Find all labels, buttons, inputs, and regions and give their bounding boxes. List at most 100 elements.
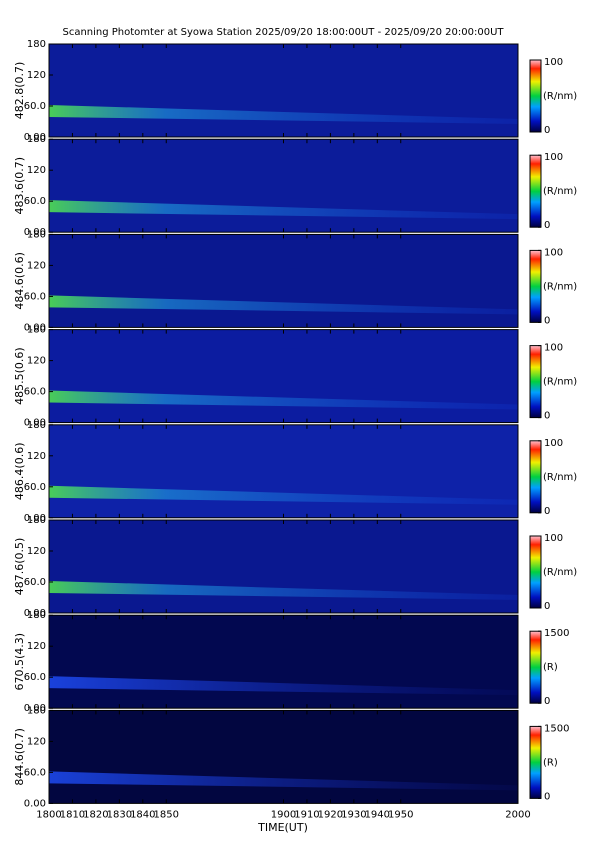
- emission-band: [49, 295, 518, 315]
- y-axis-label: 486.4(0.6): [13, 443, 26, 501]
- heatmap-image: [49, 234, 518, 328]
- colorbar-label: (R/nm): [543, 472, 577, 483]
- y-tick-label: 180: [27, 325, 46, 336]
- x-tick-label: 1830: [107, 809, 132, 820]
- x-tick-label: 1950: [388, 809, 413, 820]
- colorbar: [529, 59, 542, 133]
- y-tick-label: 60.0: [24, 482, 46, 493]
- emission-band: [49, 485, 518, 505]
- heatmap-image: [49, 329, 518, 423]
- colorbar: [529, 154, 542, 228]
- x-tick-label: 1900: [271, 809, 296, 820]
- colorbar-tick-label: 0: [544, 791, 550, 802]
- emission-band: [49, 580, 518, 600]
- y-tick-label: 180: [27, 420, 46, 431]
- colorbar-label: (R): [543, 662, 558, 673]
- heatmap-image: [49, 424, 518, 518]
- x-tick-label: 1940: [365, 809, 390, 820]
- colorbar-tick-label: 100: [544, 247, 563, 258]
- y-tick-label: 180: [27, 610, 46, 621]
- y-tick-label: 60.0: [24, 767, 46, 778]
- emission-band: [49, 200, 518, 220]
- y-axis-label: 670.5(4.3): [13, 633, 26, 691]
- y-tick-label: 60.0: [24, 577, 46, 588]
- y-tick-label: 0.00: [24, 608, 46, 619]
- colorbar: [529, 345, 542, 419]
- y-axis-label: 487.6(0.5): [13, 538, 26, 596]
- emission-band: [49, 676, 518, 696]
- y-tick-label: 0.00: [24, 418, 46, 429]
- colorbar-label: (R): [543, 757, 558, 768]
- colorbar-tick-label: 0: [544, 601, 550, 612]
- y-tick-label: 180: [27, 229, 46, 240]
- y-tick-label: 0.00: [24, 798, 46, 809]
- x-tick-label: 1820: [83, 809, 108, 820]
- y-axis-label: 844.6(0.7): [13, 728, 26, 786]
- y-tick-label: 60.0: [24, 291, 46, 302]
- x-tick-label: 1910: [294, 809, 319, 820]
- heatmap-image: [49, 44, 518, 137]
- x-axis-label: TIME(UT): [257, 821, 308, 834]
- y-tick-label: 120: [27, 641, 46, 652]
- colorbar: [529, 630, 542, 704]
- y-axis-label: 483.6(0.7): [13, 157, 26, 215]
- y-tick-label: 0.00: [24, 132, 46, 143]
- y-tick-label: 120: [27, 451, 46, 462]
- colorbar-tick-label: 1500: [544, 628, 569, 639]
- colorbar-tick-label: 100: [544, 152, 563, 163]
- y-tick-label: 120: [27, 736, 46, 747]
- colorbar-label: (R/nm): [543, 567, 577, 578]
- colorbar-tick-label: 0: [544, 696, 550, 707]
- colorbar: [529, 725, 542, 799]
- colorbar-tick-label: 0: [544, 411, 550, 422]
- y-tick-label: 60.0: [24, 387, 46, 398]
- x-tick-label: 2000: [505, 809, 530, 820]
- y-axis-label: 484.6(0.6): [13, 252, 26, 310]
- heatmap-image: [49, 615, 518, 709]
- x-tick-label: 1850: [154, 809, 179, 820]
- y-tick-label: 60.0: [24, 101, 46, 112]
- chart-title: Scanning Photomter at Syowa Station 2025…: [62, 27, 504, 38]
- y-tick-label: 120: [27, 546, 46, 557]
- x-tick-label: 1840: [130, 809, 155, 820]
- x-tick-label: 1930: [341, 809, 366, 820]
- colorbar: [529, 535, 542, 609]
- y-tick-label: 120: [27, 165, 46, 176]
- y-tick-label: 0.00: [24, 703, 46, 714]
- y-tick-label: 180: [27, 134, 46, 145]
- x-tick-label: 1920: [318, 809, 343, 820]
- y-tick-label: 180: [27, 705, 46, 716]
- colorbar-tick-label: 100: [544, 533, 563, 544]
- y-axis-label: 485.5(0.6): [13, 347, 26, 405]
- y-tick-label: 0.00: [24, 513, 46, 524]
- colorbar-tick-label: 100: [544, 343, 563, 354]
- heatmap-image: [49, 710, 518, 804]
- x-tick-label: 1810: [60, 809, 85, 820]
- y-tick-label: 120: [27, 356, 46, 367]
- emission-band: [49, 771, 518, 791]
- y-tick-label: 120: [27, 70, 46, 81]
- emission-band: [49, 104, 518, 124]
- y-tick-label: 0.00: [24, 322, 46, 333]
- x-tick-label: 1800: [36, 809, 61, 820]
- emission-band: [49, 390, 518, 410]
- y-tick-label: 0.00: [24, 227, 46, 238]
- y-tick-label: 60.0: [24, 672, 46, 683]
- y-tick-label: 120: [27, 260, 46, 271]
- y-tick-label: 180: [27, 515, 46, 526]
- colorbar-label: (R/nm): [543, 91, 577, 102]
- colorbar-tick-label: 1500: [544, 723, 569, 734]
- y-tick-label: 180: [27, 39, 46, 50]
- colorbar-tick-label: 0: [544, 125, 550, 136]
- colorbar-tick-label: 100: [544, 57, 563, 68]
- colorbar-label: (R/nm): [543, 186, 577, 197]
- colorbar-label: (R/nm): [543, 377, 577, 388]
- colorbar-tick-label: 0: [544, 220, 550, 231]
- y-tick-label: 60.0: [24, 196, 46, 207]
- y-axis-label: 482.8(0.7): [13, 62, 26, 120]
- colorbar-label: (R/nm): [543, 281, 577, 292]
- heatmap-image: [49, 520, 518, 613]
- colorbar-tick-label: 100: [544, 438, 563, 449]
- heatmap-image: [49, 139, 518, 233]
